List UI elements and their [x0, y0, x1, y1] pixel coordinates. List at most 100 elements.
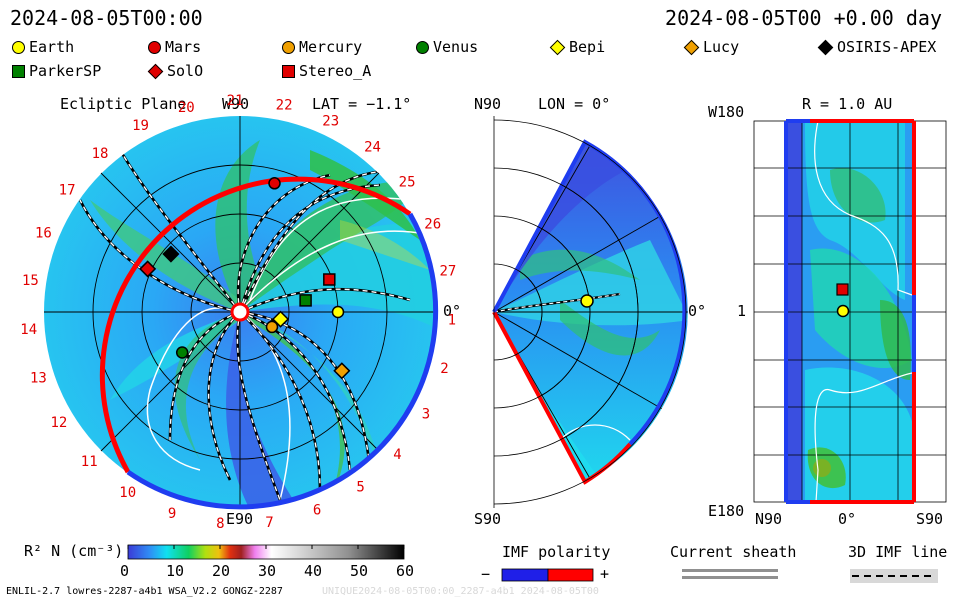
- legend-item-solo: SolO: [147, 62, 204, 80]
- radial-current-sheath-1: [814, 120, 913, 296]
- rotation-label-10: 10: [119, 485, 136, 501]
- body-marker-earth: [331, 305, 345, 319]
- rotation-label-6: 6: [313, 503, 321, 519]
- circle-marker-icon: [282, 40, 295, 54]
- imf-line-title: 3D IMF line: [848, 543, 948, 561]
- rotation-label-4: 4: [393, 447, 401, 463]
- legend-label: Mars: [165, 38, 202, 56]
- colorbar-ticks: [127, 545, 405, 549]
- colorbar-tick-label: 20: [212, 562, 231, 580]
- timestamp-left: 2024-08-05T00:00: [10, 6, 203, 30]
- rotation-label-3: 3: [422, 407, 430, 423]
- footer-right: UNIQUE2024-08-05T00:00_2287-a4b1 2024-08…: [322, 586, 599, 597]
- legend-item-bepi: Bepi: [549, 38, 606, 56]
- legend-label: Lucy: [703, 38, 740, 56]
- meridional-rim-positive: [492, 311, 632, 485]
- current-sheath-title: Current sheath: [670, 543, 797, 561]
- ecliptic-right-label: 0°: [443, 302, 462, 320]
- rotation-label-25: 25: [399, 175, 416, 191]
- rotation-label-9: 9: [168, 506, 176, 522]
- radial-grid: [753, 120, 947, 503]
- body-marker-solo: [139, 260, 157, 278]
- radial-r-label: R = 1.0 AU: [802, 95, 893, 113]
- legend-label: Mercury: [299, 38, 363, 56]
- body-marker-stereo-a: [323, 273, 336, 286]
- legend-label: Earth: [29, 38, 75, 56]
- rotation-label-20: 20: [178, 100, 195, 116]
- ecliptic-lat-label: LAT = −1.1°: [312, 95, 412, 113]
- radial-stereo-a-marker: [836, 283, 849, 296]
- rotation-label-7: 7: [265, 515, 273, 531]
- ecliptic-density-field: [90, 140, 436, 508]
- rotation-label-23: 23: [322, 113, 339, 129]
- rotation-label-21: 21: [227, 93, 244, 109]
- rotation-label-27: 27: [439, 263, 456, 279]
- radial-plot: [753, 119, 947, 504]
- colorbar-tick-label: 30: [258, 562, 277, 580]
- radial-x-mid: 0°: [838, 510, 857, 528]
- meridional-top-label: N90: [474, 95, 502, 113]
- ecliptic-bottom-label: E90: [226, 510, 254, 528]
- current-sheath-line-2: [682, 576, 778, 579]
- colorbar-tick-label: 50: [350, 562, 369, 580]
- meridional-grid-outer: [493, 119, 687, 505]
- imf-polarity-title: IMF polarity: [502, 543, 611, 561]
- rotation-label-16: 16: [35, 226, 52, 242]
- legend-label: Bepi: [569, 38, 606, 56]
- rotation-label-12: 12: [50, 415, 67, 431]
- radial-bottom-left: E180: [708, 502, 745, 520]
- legend-label: OSIRIS-APEX: [837, 38, 937, 56]
- legend-item-venus: Venus: [416, 38, 478, 56]
- radial-earth-marker: [836, 304, 850, 318]
- legend-label: SolO: [167, 62, 204, 80]
- meridional-earth-marker: [580, 294, 594, 308]
- imf-polarity-minus: −: [481, 565, 491, 583]
- rotation-label-22: 22: [276, 98, 293, 114]
- ecliptic-rim-positive: [99, 176, 412, 474]
- body-marker-parkersp: [299, 294, 312, 307]
- radial-current-sheath-2: [814, 372, 913, 503]
- body-marker-mars: [268, 177, 281, 190]
- rotation-label-2: 2: [440, 361, 448, 377]
- rotation-label-11: 11: [81, 454, 98, 470]
- colorbar-tick-label: 0: [120, 562, 130, 580]
- ecliptic-title: Ecliptic Plane: [60, 95, 187, 113]
- body-marker-venus: [175, 346, 189, 359]
- square-marker-icon: [282, 64, 295, 78]
- body-marker-lucy: [333, 362, 351, 380]
- radial-x-left: N90: [755, 510, 783, 528]
- circle-marker-icon: [12, 40, 25, 54]
- colorbar-label: R² N (cm⁻³): [24, 542, 124, 560]
- body-marker-mercury: [265, 320, 279, 334]
- colorbar-tick-label: 40: [304, 562, 323, 580]
- colorbar-tick-label: 10: [166, 562, 185, 580]
- rotation-label-26: 26: [424, 217, 441, 233]
- body-marker-osiris-apex: [162, 245, 180, 263]
- meridional-lon-label: LON = 0°: [538, 95, 611, 113]
- imf-polarity-negative: [501, 568, 549, 582]
- current-sheath-line-1: [682, 569, 778, 572]
- legend-item-mercury: Mercury: [282, 38, 362, 56]
- legend-label: ParkerSP: [29, 62, 102, 80]
- rotation-label-18: 18: [92, 146, 109, 162]
- sun-marker: [230, 302, 250, 322]
- legend-label: Venus: [433, 38, 479, 56]
- ecliptic-rim-negative: [126, 212, 439, 510]
- rotation-label-15: 15: [22, 273, 39, 289]
- imf-polarity-positive: [547, 568, 594, 582]
- ecliptic-bodies: [139, 177, 351, 380]
- colorbar-tick-label: 60: [396, 562, 415, 580]
- ecliptic-imf-lines: [78, 149, 411, 501]
- square-marker-icon: [12, 64, 25, 78]
- radial-mid-left: 1: [737, 302, 747, 320]
- rotation-label-17: 17: [59, 182, 76, 198]
- radial-x-right: S90: [916, 510, 944, 528]
- rotation-label-13: 13: [30, 371, 47, 387]
- legend-item-mars: Mars: [148, 38, 201, 56]
- timestamp-right: 2024-08-05T00 +0.00 day: [665, 6, 942, 30]
- legend-item-lucy: Lucy: [683, 38, 740, 56]
- rotation-label-14: 14: [20, 322, 37, 338]
- circle-marker-icon: [416, 40, 429, 54]
